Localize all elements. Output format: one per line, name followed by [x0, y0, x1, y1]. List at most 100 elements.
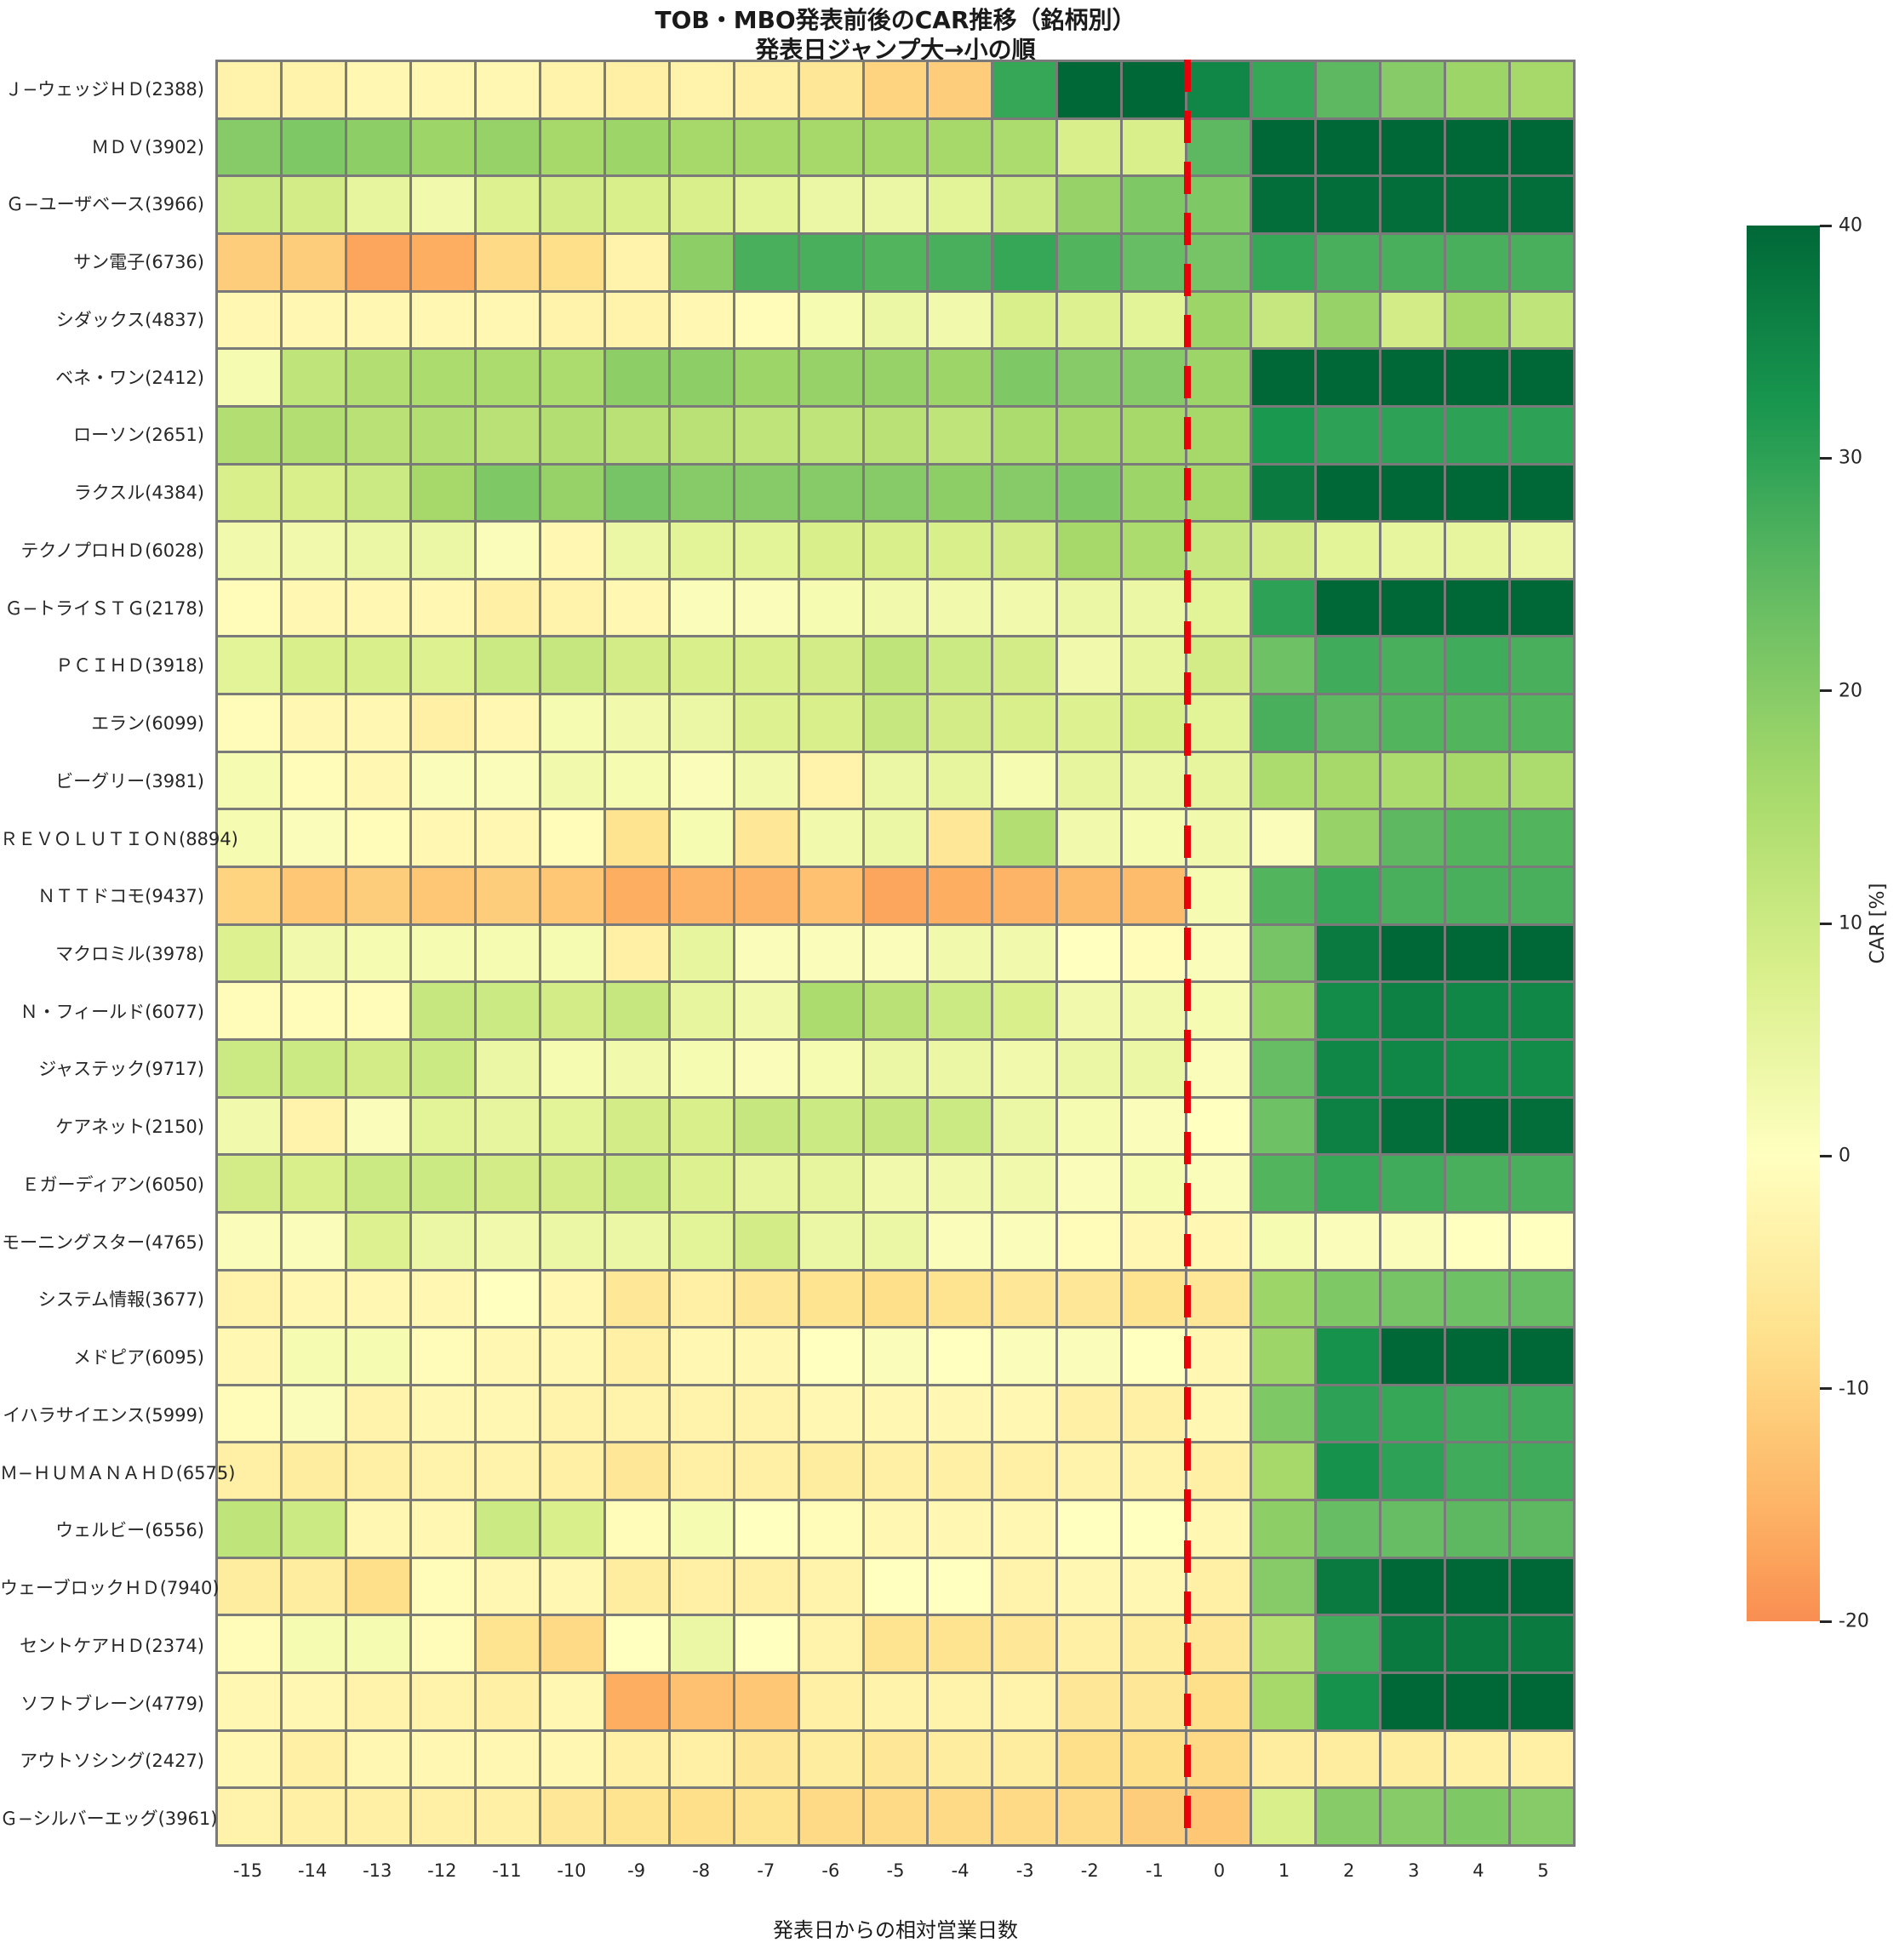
heatmap-cell	[476, 1674, 539, 1729]
heatmap-cell	[218, 1789, 280, 1844]
heatmap-cell	[282, 580, 345, 636]
heatmap-cell	[541, 292, 603, 348]
heatmap-cell	[1187, 1674, 1250, 1729]
heatmap-cell	[1317, 1156, 1380, 1211]
heatmap-cell	[929, 695, 992, 751]
heatmap-cell	[735, 637, 798, 694]
heatmap-cell	[282, 465, 345, 521]
heatmap-cell	[411, 1040, 474, 1096]
heatmap-cell	[799, 1271, 862, 1327]
heatmap-cell	[476, 177, 539, 232]
heatmap-cell	[218, 1271, 280, 1327]
heatmap-cell	[541, 1731, 603, 1787]
heatmap-cell	[476, 523, 539, 578]
heatmap-cell	[864, 810, 927, 866]
heatmap-cell	[670, 1558, 733, 1614]
heatmap-cell	[993, 983, 1056, 1038]
heatmap-cell	[1058, 62, 1121, 117]
heatmap-cell	[929, 1040, 992, 1096]
heatmap-cell	[1446, 234, 1509, 290]
heatmap-cell	[735, 1616, 798, 1672]
heatmap-cell	[541, 350, 603, 405]
heatmap-cell	[476, 1558, 539, 1614]
heatmap-cell	[1252, 1329, 1315, 1384]
heatmap-cell	[993, 868, 1056, 923]
heatmap-cell	[993, 1098, 1056, 1154]
heatmap-cell	[346, 1156, 409, 1211]
heatmap-cell	[993, 119, 1056, 175]
heatmap-cell	[411, 1558, 474, 1614]
heatmap-cell	[993, 1674, 1056, 1729]
heatmap-cell	[1511, 1156, 1573, 1211]
heatmap-cell	[735, 1731, 798, 1787]
heatmap-cell	[864, 1098, 927, 1154]
heatmap-cell	[1123, 810, 1186, 866]
heatmap-cell	[993, 1558, 1056, 1614]
heatmap-cell	[735, 1789, 798, 1844]
heatmap-cell	[476, 1386, 539, 1442]
y-tick-label: テクノプロＨＤ(6028)	[20, 540, 204, 561]
heatmap-cell	[993, 810, 1056, 866]
heatmap-cell	[541, 637, 603, 694]
heatmap-cell	[993, 752, 1056, 809]
x-tick-label: 0	[1213, 1860, 1226, 1881]
heatmap-cell	[993, 523, 1056, 578]
heatmap-cell	[1446, 752, 1509, 809]
heatmap-cell	[993, 1501, 1056, 1557]
heatmap-cell	[1058, 1501, 1121, 1557]
heatmap-cell	[218, 292, 280, 348]
heatmap-cell	[411, 1674, 474, 1729]
heatmap-cell	[476, 1329, 539, 1384]
heatmap-cell	[1123, 925, 1186, 981]
heatmap-cell	[1381, 1098, 1444, 1154]
heatmap-cell	[864, 695, 927, 751]
heatmap-cell	[541, 1271, 603, 1327]
heatmap-cell	[605, 1329, 668, 1384]
heatmap-cell	[282, 62, 345, 117]
heatmap-cell	[218, 983, 280, 1038]
heatmap-cell	[411, 62, 474, 117]
y-tick-label: ＭＤＶ(3902)	[91, 136, 204, 157]
heatmap-cell	[799, 234, 862, 290]
heatmap-cell	[1123, 1156, 1186, 1211]
y-tick-label: ＮＴＴドコモ(9437)	[37, 886, 204, 907]
heatmap-cell	[541, 62, 603, 117]
heatmap-cell	[1252, 810, 1315, 866]
heatmap-cell	[1058, 1558, 1121, 1614]
heatmap-cell	[346, 1558, 409, 1614]
y-tick-label: シダックス(4837)	[55, 309, 204, 330]
heatmap-cell	[799, 810, 862, 866]
heatmap-cell	[282, 350, 345, 405]
heatmap-cell	[929, 177, 992, 232]
heatmap-cell	[1058, 868, 1121, 923]
heatmap-cell	[799, 1616, 862, 1672]
heatmap-cell	[929, 119, 992, 175]
heatmap-cell	[411, 752, 474, 809]
heatmap-cell	[282, 1558, 345, 1614]
heatmap-cell	[605, 983, 668, 1038]
heatmap-cell	[605, 1731, 668, 1787]
x-tick-label: -14	[297, 1860, 328, 1881]
colorbar-tick-label: -20	[1839, 1610, 1869, 1632]
heatmap-cell	[993, 1731, 1056, 1787]
x-tick-label: -13	[363, 1860, 392, 1881]
heatmap-cell	[1187, 1329, 1250, 1384]
heatmap-cell	[993, 465, 1056, 521]
x-tick-label: -3	[1015, 1860, 1034, 1881]
heatmap-cell	[411, 1731, 474, 1787]
x-tick-label: 4	[1473, 1860, 1484, 1881]
heatmap-cell	[476, 868, 539, 923]
heatmap-cell	[541, 465, 603, 521]
heatmap-cell	[929, 465, 992, 521]
heatmap-cell	[1446, 177, 1509, 232]
heatmap-cell	[1511, 523, 1573, 578]
y-tick-label: Ｎ・フィールド(6077)	[20, 1001, 204, 1022]
heatmap-cell	[1511, 1271, 1573, 1327]
heatmap-cell	[282, 234, 345, 290]
heatmap-cell	[346, 1789, 409, 1844]
heatmap-cell	[346, 637, 409, 694]
heatmap-cell	[605, 1040, 668, 1096]
heatmap-cell	[929, 868, 992, 923]
heatmap-cell	[476, 695, 539, 751]
colorbar-tick-label: 20	[1839, 680, 1862, 702]
